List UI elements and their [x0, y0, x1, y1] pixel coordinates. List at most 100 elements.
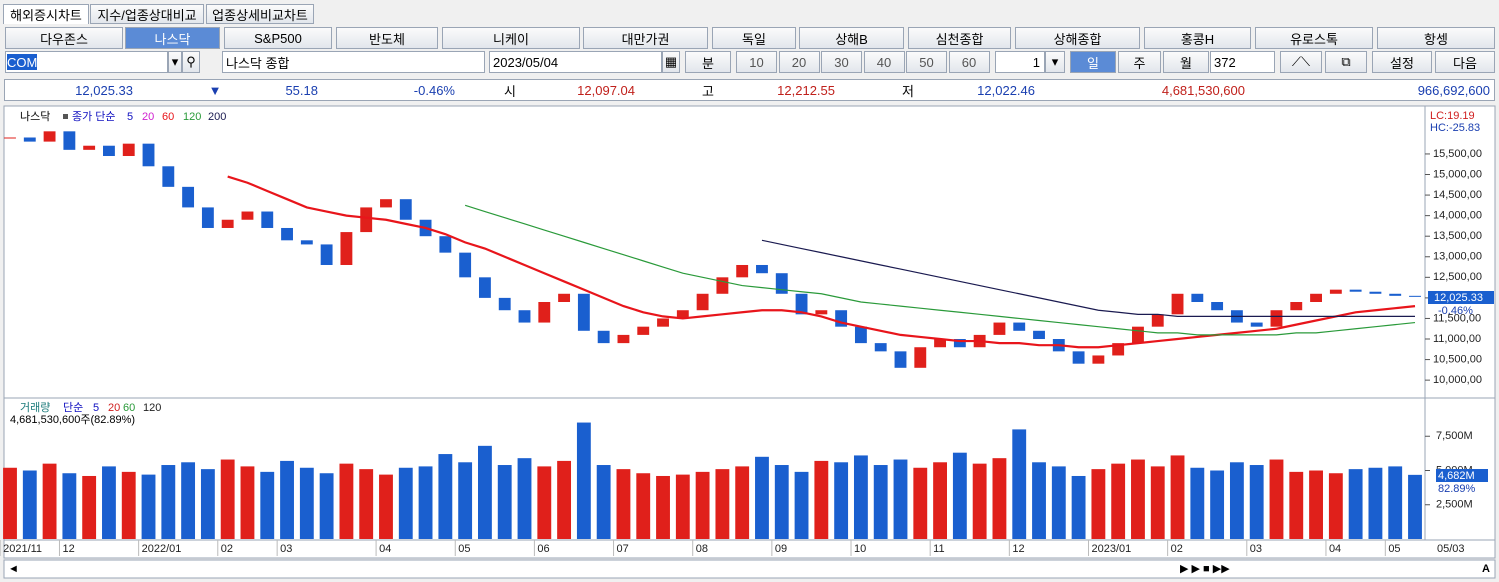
next-button[interactable]: 다음 [1435, 51, 1495, 73]
volume-bar [1051, 466, 1066, 539]
current-label: 12,025.33 [1434, 292, 1483, 304]
volume-bar [418, 466, 433, 539]
y-tick-label: 14,500,00 [1433, 189, 1482, 201]
code-input[interactable] [5, 51, 168, 73]
candle [577, 293, 590, 331]
tab[interactable]: 업종상세비교차트 [206, 4, 314, 24]
candle [815, 310, 828, 315]
y-tick-label: 13,500,00 [1433, 230, 1482, 242]
interval-button[interactable]: 30 [821, 51, 862, 73]
y-tick-label: 12,500,00 [1433, 271, 1482, 283]
count-field[interactable]: 1 [995, 51, 1045, 73]
volume-bar [1249, 465, 1264, 539]
volume-bar [1269, 459, 1284, 539]
candle [854, 326, 867, 344]
x-tick-label: 12 [62, 543, 74, 555]
x-tick-label: 03 [1250, 543, 1262, 555]
index-button[interactable]: 상해종합 [1015, 27, 1140, 49]
interval-button[interactable]: 50 [906, 51, 947, 73]
volume-bar [299, 467, 314, 539]
volume-bar [1328, 473, 1343, 539]
day-button[interactable]: 일 [1070, 51, 1116, 73]
volume-bar [220, 459, 235, 539]
volume-bar [1032, 462, 1046, 539]
search-button[interactable]: ⚲ [182, 51, 200, 73]
index-button[interactable]: 다우존스 [5, 27, 123, 49]
settings-button[interactable]: 설정 [1372, 51, 1432, 73]
lc-label: LC:19.19 [1430, 110, 1475, 122]
volume: 4,681,530,600 [1161, 82, 1245, 98]
tool-button[interactable]: ⟋⟍ [1280, 51, 1322, 73]
volume-bar [1408, 474, 1422, 539]
tool-button[interactable]: ⧉ [1325, 51, 1367, 73]
unit-button[interactable]: 분 [685, 51, 731, 73]
x-tick-label: 2023/01 [1091, 543, 1131, 555]
legend-item: 20 [142, 111, 154, 123]
volume-bar [715, 469, 730, 539]
month-button[interactable]: 월 [1163, 51, 1209, 73]
week-button[interactable]: 주 [1118, 51, 1161, 73]
dropdown[interactable]: ▾ [168, 51, 182, 73]
candle [281, 227, 293, 241]
chart-title: 나스닥 [20, 110, 50, 123]
index-button[interactable]: 유로스톡 [1255, 27, 1373, 49]
candle [1132, 326, 1144, 344]
volume-bar [1388, 466, 1403, 539]
x-tick-label: 08 [696, 543, 708, 555]
candle [1349, 289, 1362, 292]
candle [874, 343, 887, 352]
interval-button[interactable]: 20 [778, 51, 820, 73]
interval-button[interactable]: 10 [736, 51, 777, 73]
volume-bar [1071, 475, 1086, 539]
index-button[interactable]: 독일 [712, 27, 796, 49]
index-button[interactable]: 나스닥 [125, 27, 220, 49]
index-button[interactable]: 반도체 [336, 27, 438, 49]
volume-bar [1091, 469, 1106, 539]
open-label: 시 [504, 83, 516, 99]
candle [1369, 291, 1382, 294]
volume-bar [1289, 471, 1304, 539]
candle [1092, 355, 1105, 364]
index-button[interactable]: 홍콩H [1144, 27, 1251, 49]
candle [934, 339, 947, 348]
interval-button[interactable]: 40 [863, 51, 905, 73]
change: 55.18 [285, 82, 318, 98]
candle [300, 240, 313, 245]
candle [775, 273, 788, 294]
index-button[interactable]: 심천종합 [908, 27, 1011, 49]
calendar-button[interactable]: ▦ [662, 51, 680, 73]
legend-item: 120 [143, 402, 161, 414]
interval-button[interactable]: 60 [948, 51, 990, 73]
volume-bar [42, 463, 57, 539]
volume-bar [398, 467, 413, 539]
y-tick-label: 15,500,00 [1433, 148, 1482, 160]
volume-bar [774, 465, 789, 539]
volume-bar [853, 455, 868, 539]
volume-bar [1229, 462, 1244, 539]
index-button[interactable]: S&P500 [224, 27, 332, 49]
name-field: 나스닥 종합 [222, 51, 485, 73]
bars-field[interactable]: 372 [1210, 51, 1275, 73]
index-button[interactable]: 상해B [799, 27, 904, 49]
scroll-controls: ▶ ▶ ■ ▶▶ [1180, 563, 1230, 575]
y-tick-label: 15,000,00 [1433, 168, 1482, 180]
index-button[interactable]: 대만가권 [583, 27, 708, 49]
candle [1151, 314, 1164, 327]
volume-bar [834, 462, 849, 539]
legend-item: 5 [127, 111, 133, 123]
volume-bar [1210, 470, 1225, 539]
candle [1072, 351, 1085, 364]
x-tick-label: 2021/11 [3, 543, 42, 555]
tab[interactable]: 해외증시차트 [3, 4, 89, 24]
index-button[interactable]: 니케이 [442, 27, 580, 49]
date-field[interactable]: 2023/05/04 [489, 51, 662, 73]
count-dropdown[interactable]: ▾ [1045, 51, 1065, 73]
tab[interactable]: 지수/업종상대비교 [90, 4, 204, 24]
candle [696, 293, 709, 311]
index-button[interactable]: 항셍 [1377, 27, 1495, 49]
volume-bar [200, 469, 215, 539]
candle [103, 145, 115, 157]
candle [320, 244, 333, 265]
volume-bar [576, 422, 591, 539]
volume-bar [82, 475, 97, 539]
